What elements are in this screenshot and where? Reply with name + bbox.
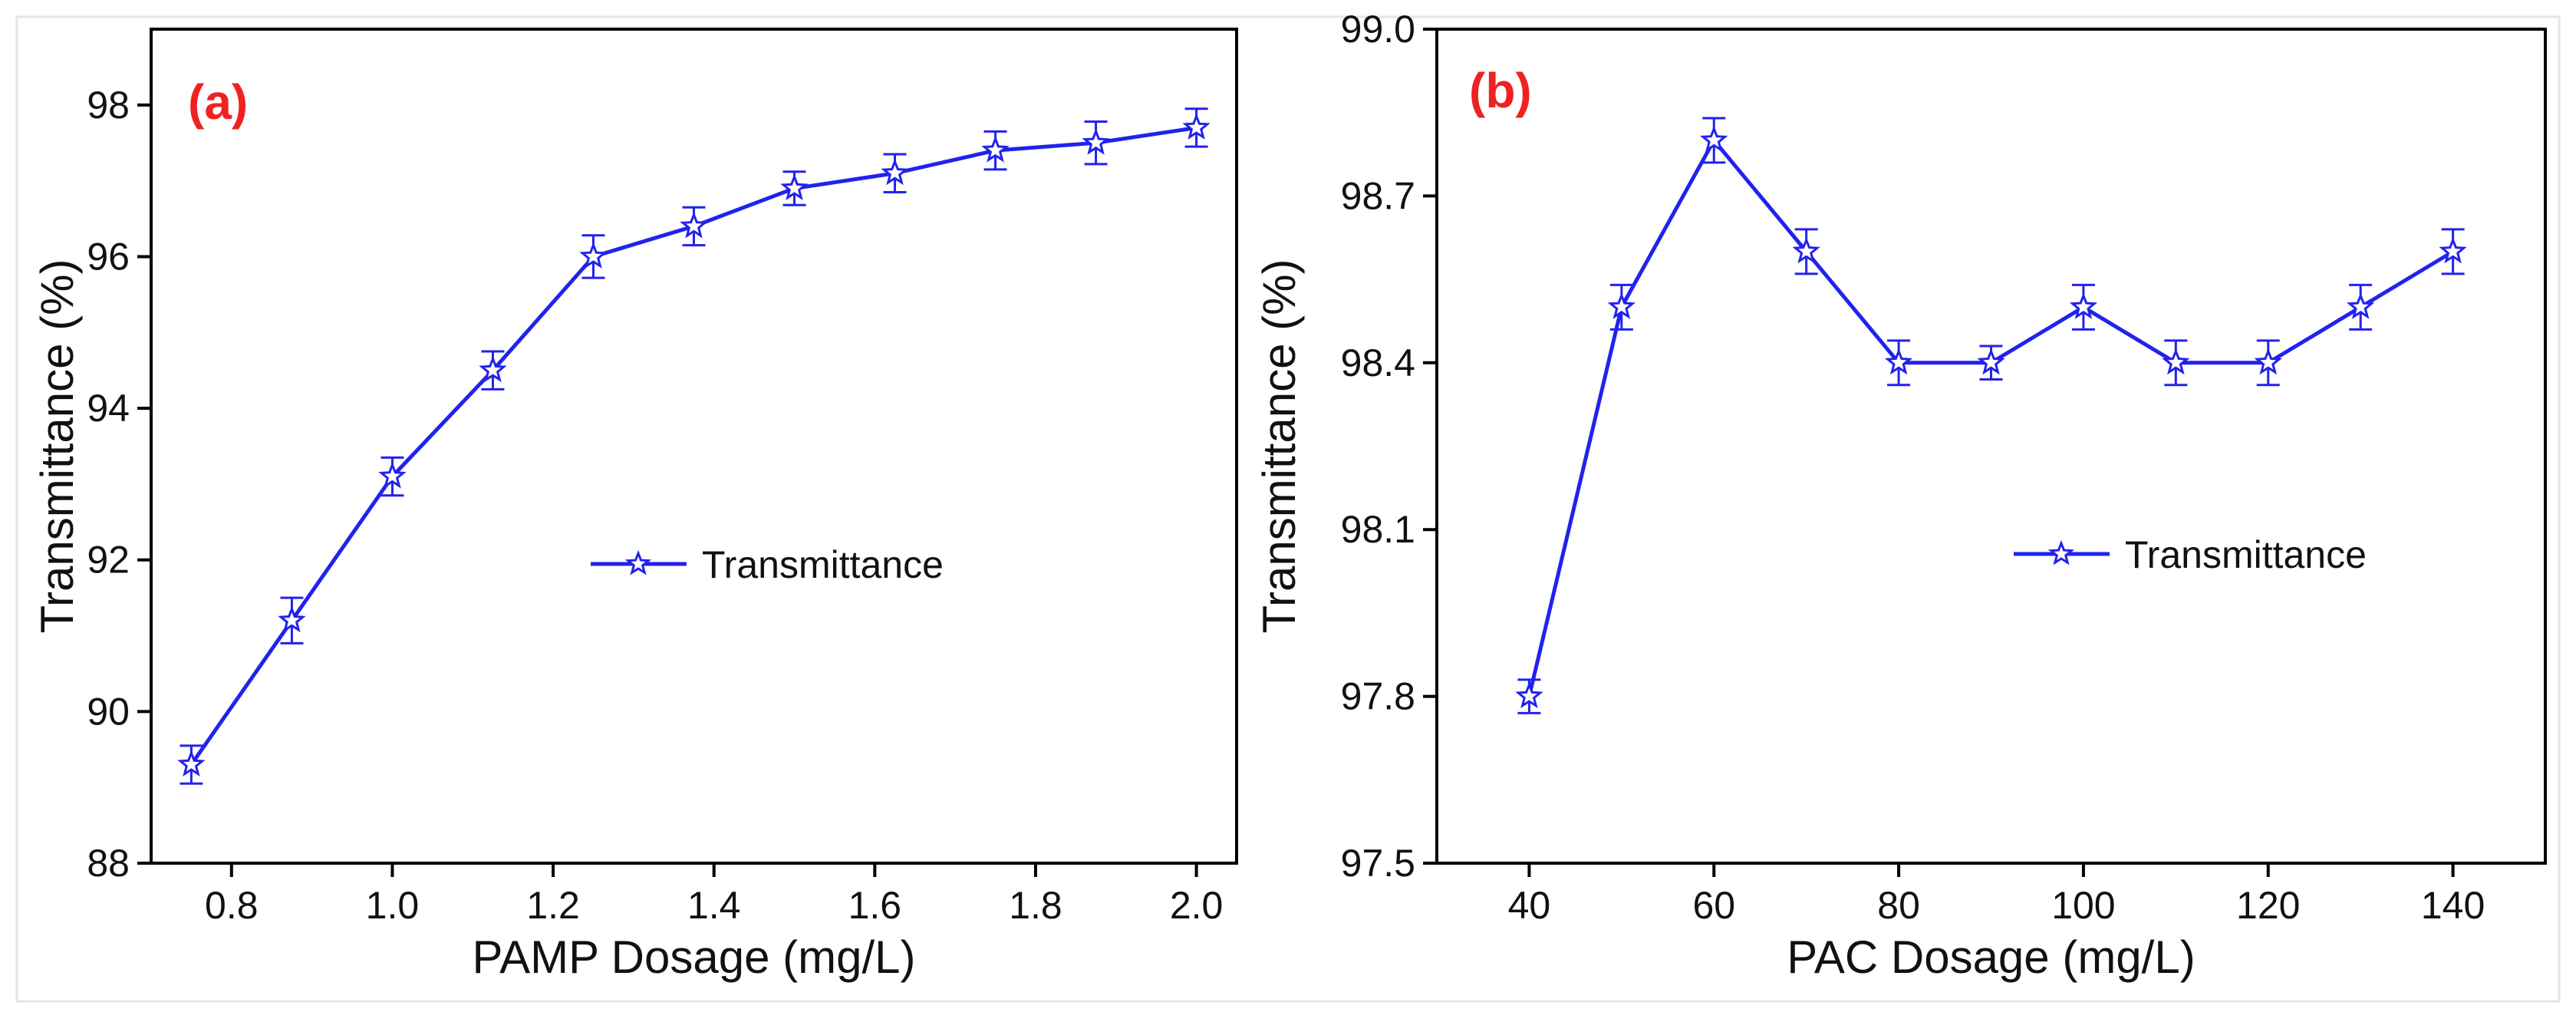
panel-a-x-tick-label: 0.8 (205, 884, 259, 927)
panel-a-legend-marker (624, 549, 652, 575)
panel-a-data-point (1182, 113, 1211, 140)
panel-b-axis-box (1435, 28, 2547, 865)
panel-a-data-point (780, 173, 809, 201)
panel-a-x-tick-label: 1.8 (1009, 884, 1062, 927)
panel-b-data-point (2069, 292, 2098, 319)
panel-a-y-tick-label: 98 (87, 84, 130, 127)
panel-b-x-tick-label: 120 (2236, 884, 2300, 927)
panel-a-data-point (981, 135, 1010, 163)
panel-b-data-point (1792, 236, 1820, 264)
figure-frame (15, 15, 2561, 1003)
panel-a-data-point (881, 158, 909, 186)
panel-b-y-tick-label: 99.0 (1341, 8, 1415, 51)
panel-b-data-point (1607, 292, 1636, 319)
panel-b-y-tick-label: 98.1 (1341, 508, 1415, 551)
panel-b-data-point (2162, 348, 2190, 375)
panel-b: 40 60 80 100 120 140 97.5 97.8 98.1 98.4 98.7 99.0 P… (1253, 8, 2547, 983)
panel-a-label: (a) (188, 74, 248, 130)
panel-b-x-tick-label: 80 (1877, 884, 1920, 927)
panel-a-x-tick-label: 1.4 (687, 884, 741, 927)
panel-a-x-tick-label: 1.2 (526, 884, 580, 927)
panel-a-axis-box (150, 28, 1238, 865)
panel-a-data-point (177, 750, 206, 777)
panel-b-data-point (2254, 348, 2282, 375)
panel-b-data-point (2346, 292, 2375, 319)
panel-b-x-tick-label: 60 (1692, 884, 1735, 927)
panel-a-y-tick-label: 94 (87, 387, 130, 430)
panel-a-data-point (579, 242, 608, 269)
panel-a-data-point (378, 461, 407, 489)
panel-b-x-tick-label: 140 (2421, 884, 2485, 927)
panel-a-data-point (680, 211, 708, 239)
panel-a-x-axis-title: PAMP Dosage (mg/L) (473, 931, 916, 983)
panel-b-data-point (1977, 348, 2005, 375)
panel-b-y-tick-label: 97.8 (1341, 675, 1415, 718)
panel-b-series-line (1527, 137, 2454, 697)
panel-a-y-axis-title: Transmittance (%) (31, 259, 83, 634)
panel-b-label: (b) (1469, 63, 1532, 118)
panel-a-y-tick-label: 96 (87, 235, 130, 278)
panel-b-y-tick-label: 98.7 (1341, 174, 1415, 217)
panel-b-data-point (2439, 236, 2467, 264)
panel-b-x-tick-label: 100 (2051, 884, 2115, 927)
panel-b-data-point (1515, 681, 1543, 709)
panel-a-legend-label: Transmittance (702, 543, 944, 586)
panel-a-x-tick-label: 1.0 (366, 884, 420, 927)
panel-a-data-point (1082, 128, 1110, 155)
panel-b-y-tick-label: 98.4 (1341, 341, 1415, 384)
panel-a-y-tick-label: 88 (87, 842, 130, 885)
panel-a-data-point (278, 605, 306, 633)
panel-b-x-tick-label: 40 (1508, 884, 1551, 927)
panel-a-x-tick-label: 1.6 (848, 884, 902, 927)
panel-b-legend-label: Transmittance (2125, 533, 2367, 576)
panel-b-y-tick-label: 97.5 (1341, 842, 1415, 885)
panel-b-data-point (1884, 348, 1913, 375)
panel-b-x-axis-title: PAC Dosage (mg/L) (1787, 931, 2195, 983)
panel-a-data-point (479, 355, 507, 383)
panel-b-data-point (1700, 125, 1728, 153)
panel-a: 0.8 1.0 1.2 1.4 1.6 1.8 2.0 88 90 92 94 96 98 PAMP Do… (31, 28, 1238, 983)
panel-b-legend-marker (2047, 539, 2075, 565)
panel-b-y-axis-title: Transmittance (%) (1253, 259, 1305, 634)
panel-a-x-tick-label: 2.0 (1170, 884, 1224, 927)
panel-a-y-tick-label: 92 (87, 539, 130, 582)
panel-a-y-tick-label: 90 (87, 690, 130, 733)
